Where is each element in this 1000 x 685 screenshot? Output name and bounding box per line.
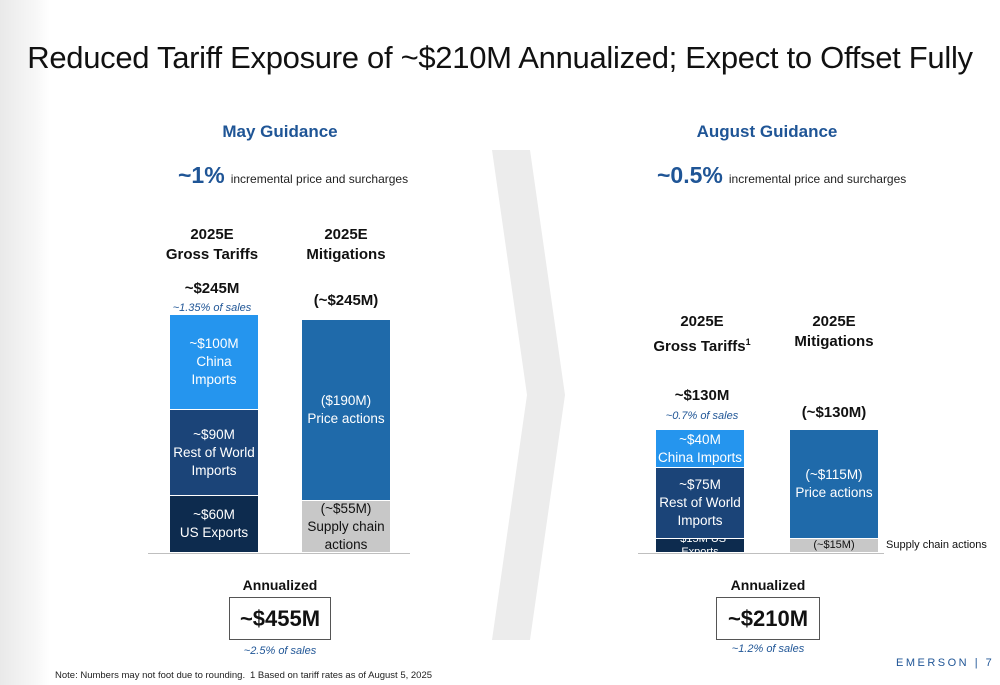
may-annualized-box: ~$455M bbox=[229, 597, 331, 640]
august-tariffs-total: ~$130M bbox=[674, 387, 730, 404]
august-baseline bbox=[638, 553, 884, 554]
august-mitigations-header-line1: 2025E bbox=[812, 313, 856, 330]
august-tariffs-header-line2: Gross Tariffs bbox=[653, 338, 746, 355]
may-china-imports-label-line3: Imports bbox=[191, 372, 237, 387]
may-rest-of-world-imports-label-line2: Rest of World bbox=[173, 444, 255, 460]
may-bar-china-imports: ~$100M China Imports bbox=[170, 315, 258, 409]
page-footer-brand: EMERSON | 7 bbox=[896, 657, 994, 669]
august-tariffs-pct-sales: ~0.7% of sales bbox=[665, 410, 739, 422]
may-price-actions-label-line2: Price actions bbox=[307, 411, 385, 426]
may-bar-supply-chain-actions: (~$55M) Supply chain actions bbox=[302, 501, 390, 552]
may-us-exports-label-line2: US Exports bbox=[179, 525, 249, 540]
august-mitigations-header: 2025E Mitigations bbox=[770, 312, 898, 352]
footer-note: Note: Numbers may not foot due to roundi… bbox=[55, 670, 246, 681]
may-bar-label-rest-of-world-imports: ~$90M Rest of World Imports bbox=[173, 426, 255, 480]
may-baseline bbox=[148, 553, 410, 554]
may-bar-label-china-imports: ~$100M China Imports bbox=[189, 335, 238, 389]
august-bar-china-imports: ~$40M China Imports bbox=[656, 430, 744, 467]
august-rest-of-world-imports-label-line3: Imports bbox=[677, 513, 723, 528]
may-pct-value: ~1% bbox=[178, 162, 225, 188]
august-rest-of-world-imports-label-line1: ~$75M bbox=[679, 477, 721, 492]
may-rest-of-world-imports-label-line1: ~$90M bbox=[193, 426, 235, 442]
may-guidance-heading: May Guidance bbox=[222, 122, 338, 141]
may-mitigations-header-line1: 2025E bbox=[324, 226, 368, 243]
footer-footnote: 1 Based on tariff rates as of August 5, … bbox=[250, 670, 433, 681]
may-supply-chain-actions-label-line3: actions bbox=[324, 536, 368, 552]
august-footnote-marker: 1 bbox=[745, 337, 751, 347]
may-bar-price-actions: ($190M) Price actions bbox=[302, 320, 390, 500]
august-bar-us-exports: ~$15M US Exports bbox=[656, 533, 744, 558]
august-tariffs-header-line1: 2025E bbox=[680, 313, 724, 330]
august-bar-price-actions: (~$115M) Price actions bbox=[790, 430, 878, 538]
may-tariffs-header-line2: Gross Tariffs bbox=[165, 246, 259, 263]
may-annualized-pct: ~2.5% of sales bbox=[243, 645, 317, 657]
august-mitigations-header-line2: Mitigations bbox=[794, 333, 874, 350]
august-guidance-heading: August Guidance bbox=[696, 122, 838, 141]
august-bar-label-price-actions: (~$115M) Price actions bbox=[795, 466, 872, 502]
may-bar-us-exports: ~$60M US Exports bbox=[170, 496, 258, 552]
may-bar-rest-of-world-imports: ~$90M Rest of World Imports bbox=[170, 410, 258, 495]
august-annualized-box: ~$210M bbox=[716, 597, 820, 640]
august-mitigations-total: (~$130M) bbox=[801, 404, 867, 421]
august-bar-rest-of-world-imports: ~$75M Rest of World Imports bbox=[656, 468, 744, 538]
august-price-increase: ~0.5% incremental price and surcharges bbox=[657, 162, 906, 189]
may-tariffs-pct-sales: ~1.35% of sales bbox=[172, 302, 252, 314]
may-tariffs-header: 2025E Gross Tariffs bbox=[148, 225, 276, 265]
august-annualized-pct: ~1.2% of sales bbox=[731, 643, 805, 655]
may-bar-label-supply-chain-actions: (~$55M) Supply chain actions bbox=[307, 500, 384, 554]
august-tariffs-header: 2025E Gross Tariffs1 bbox=[638, 312, 766, 357]
august-pct-value: ~0.5% bbox=[657, 162, 723, 188]
may-bar-label-us-exports: ~$60M US Exports bbox=[180, 506, 248, 542]
brand-name: EMERSON bbox=[896, 657, 970, 669]
may-annualized-value: ~$455M bbox=[239, 605, 321, 631]
august-pct-text: incremental price and surcharges bbox=[728, 172, 907, 186]
august-bar-supply-chain-actions: (~$15M) bbox=[790, 539, 878, 552]
may-bar-label-price-actions: ($190M) Price actions bbox=[307, 392, 384, 428]
may-price-actions-label-line1: ($190M) bbox=[320, 393, 372, 408]
may-mitigations-header: 2025E Mitigations bbox=[282, 225, 410, 265]
slide-title: Reduced Tariff Exposure of ~$210M Annual… bbox=[27, 40, 973, 75]
may-tariffs-header-line1: 2025E bbox=[190, 226, 234, 243]
may-supply-chain-actions-label-line2: Supply chain bbox=[307, 518, 385, 534]
may-tariffs-total: ~$245M bbox=[184, 280, 240, 297]
may-us-exports-label-line1: ~$60M bbox=[193, 507, 235, 522]
august-bar-label-rest-of-world-imports: ~$75M Rest of World Imports bbox=[659, 476, 741, 530]
may-china-imports-label-line1: ~$100M bbox=[189, 336, 239, 351]
august-annualized-value: ~$210M bbox=[727, 605, 809, 631]
august-bar-label-supply-chain-actions: (~$15M) bbox=[813, 539, 854, 552]
may-rest-of-world-imports-label-line3: Imports bbox=[191, 462, 237, 478]
august-price-actions-label-line1: (~$115M) bbox=[805, 467, 863, 482]
chevron-arrow-icon bbox=[492, 150, 565, 640]
may-china-imports-label-line2: China bbox=[196, 354, 232, 369]
may-pct-text: incremental price and surcharges bbox=[230, 172, 409, 186]
august-china-imports-label-line1: ~$40M bbox=[679, 431, 721, 447]
august-supply-chain-note: Supply chain actions bbox=[886, 539, 987, 551]
august-price-actions-label-line2: Price actions bbox=[795, 485, 873, 500]
may-price-increase: ~1% incremental price and surcharges bbox=[178, 162, 408, 189]
page-separator: | bbox=[974, 657, 981, 669]
august-supply-chain-actions-label-line1: (~$15M) bbox=[813, 539, 855, 551]
may-supply-chain-actions-label-line1: (~$55M) bbox=[320, 500, 372, 516]
may-annualized-label: Annualized bbox=[242, 577, 318, 593]
august-bar-label-china-imports: ~$40M China Imports bbox=[658, 431, 742, 467]
may-mitigations-header-line2: Mitigations bbox=[306, 246, 386, 263]
page-number: 7 bbox=[985, 657, 995, 669]
august-rest-of-world-imports-label-line2: Rest of World bbox=[659, 495, 741, 510]
left-edge-shadow bbox=[0, 0, 50, 685]
may-mitigations-total: (~$245M) bbox=[313, 292, 379, 309]
august-china-imports-label-line2: China Imports bbox=[657, 449, 743, 465]
august-annualized-label: Annualized bbox=[730, 577, 806, 593]
